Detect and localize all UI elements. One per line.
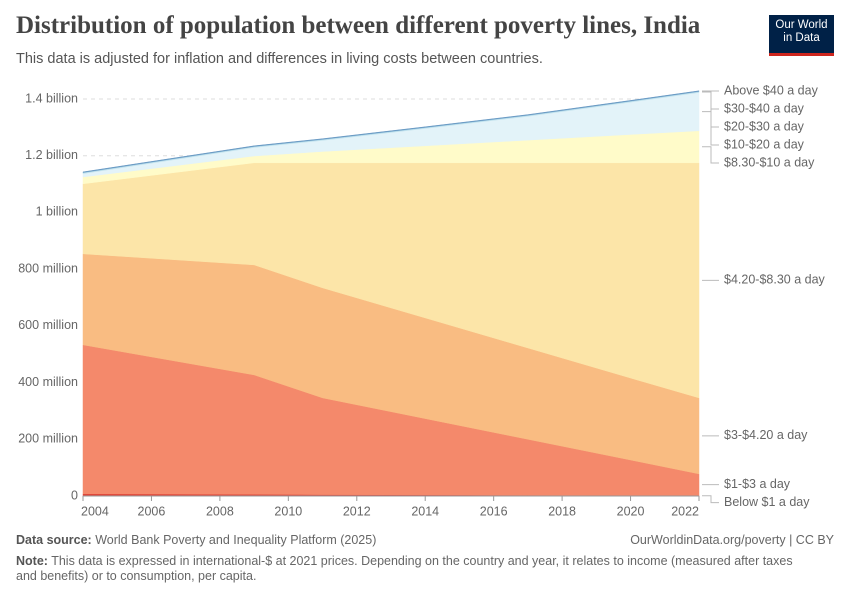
leader-line (702, 111, 719, 146)
legend-label: $3-$4.20 a day (724, 428, 808, 442)
x-tick-label: 2020 (617, 504, 645, 518)
legend-label: $20-$30 a day (724, 119, 805, 133)
x-tick-label: 2006 (138, 504, 166, 518)
legend-label: Above $40 a day (724, 83, 819, 97)
x-tick-label: 2014 (411, 504, 439, 518)
legend-label: $30-$40 a day (724, 101, 805, 115)
chart: 0 200 million 400 million 600 million 800 mi… (18, 83, 826, 518)
note-label: Note: (16, 554, 48, 568)
source-label: Data source: (16, 533, 92, 547)
logo[interactable]: Our World in Data (769, 15, 834, 56)
y-tick-label: 800 million (18, 261, 78, 275)
x-tick-label: 2010 (274, 504, 302, 518)
y-tick-label: 200 million (18, 432, 78, 446)
legend-label: Below $1 a day (724, 495, 810, 509)
source: Data source: World Bank Poverty and Ineq… (16, 533, 376, 547)
chart-subtitle: This data is adjusted for inflation and … (16, 51, 543, 67)
legend-label: $10-$20 a day (724, 137, 805, 151)
leader-line (702, 495, 719, 504)
y-tick-label: 400 million (18, 375, 78, 389)
legend-label: $8.30-$10 a day (724, 155, 815, 169)
x-tick-label: 2012 (343, 504, 371, 518)
x-tick-label: 2018 (548, 504, 576, 518)
source-text: World Bank Poverty and Inequality Platfo… (95, 533, 377, 547)
leader-line (702, 91, 719, 128)
x-tick-label: 2004 (81, 504, 109, 518)
logo-line: Our World (775, 19, 828, 31)
area (82, 90, 700, 173)
x-tick-label: 2008 (206, 504, 234, 518)
legend-label: $1-$3 a day (724, 477, 791, 491)
url[interactable]: OurWorldinData.org/poverty | CC BY (630, 533, 834, 547)
logo-line: in Data (783, 32, 820, 44)
y-tick-label: 1.2 billion (25, 148, 78, 162)
y-tick-label: 600 million (18, 318, 78, 332)
chart-title: Distribution of population between diffe… (16, 12, 701, 39)
note: Note: This data is expressed in internat… (16, 554, 816, 584)
y-tick-label: 1.4 billion (25, 91, 78, 105)
x-tick-label: 2016 (480, 504, 508, 518)
legend-label: $4.20-$8.30 a day (724, 273, 826, 287)
note-text: This data is expressed in international-… (16, 554, 793, 583)
leader-line (702, 146, 719, 164)
y-tick-label: 1 billion (36, 205, 78, 219)
x-tick-label: 2022 (671, 504, 699, 518)
y-tick-label: 0 (71, 488, 78, 502)
